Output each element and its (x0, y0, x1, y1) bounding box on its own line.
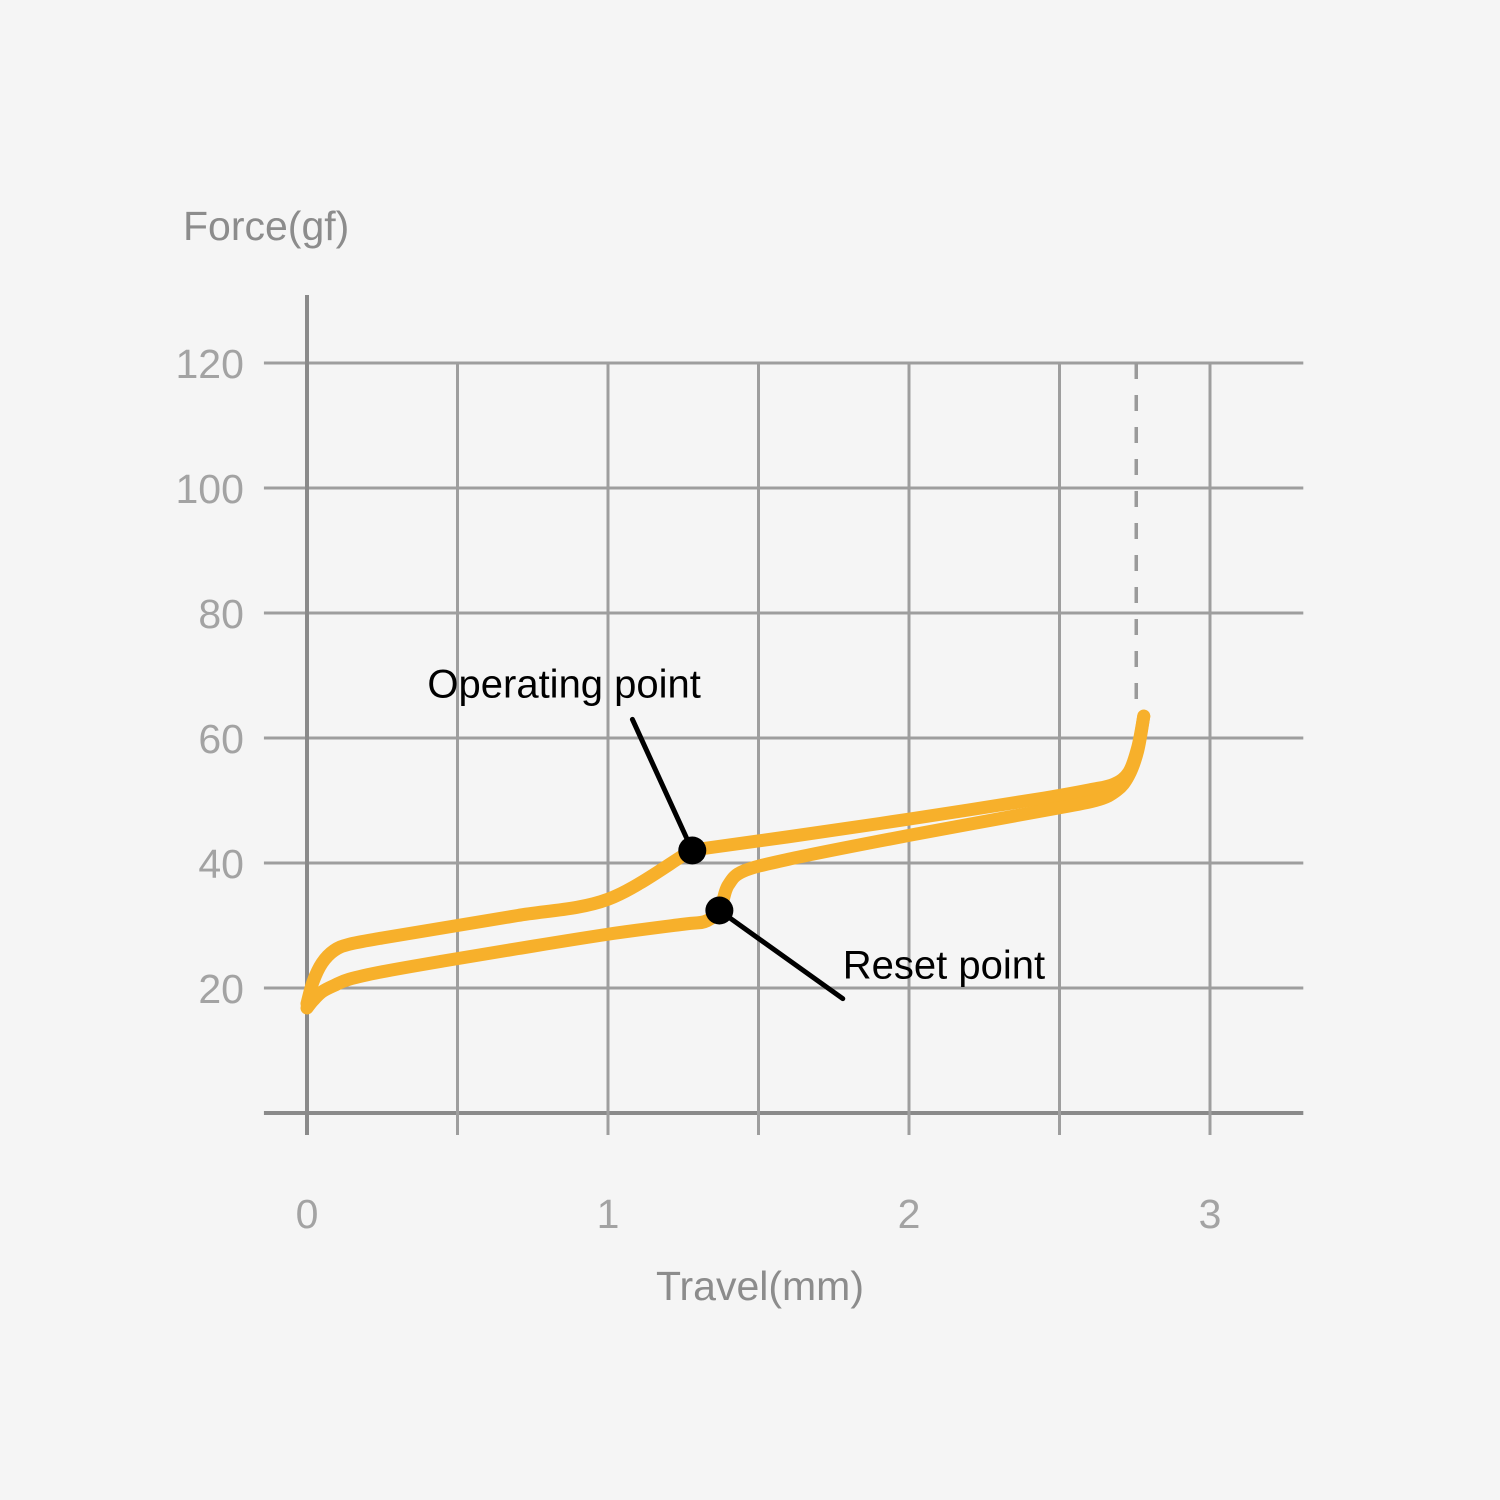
tick-labels: 20 40 60 80 100 120 0 1 2 3 (176, 341, 1222, 1237)
operating-point-leader-line (629, 716, 689, 841)
x-tick-label-2: 2 (898, 1191, 921, 1237)
y-axis-title: Force(gf) (183, 203, 349, 249)
reset-point-label: Reset point (843, 944, 1045, 988)
operating-point-label: Operating point (427, 662, 701, 706)
y-tick-label-60: 60 (198, 716, 244, 762)
grid-layer (263, 361, 1304, 1135)
x-tick-label-3: 3 (1199, 1191, 1222, 1237)
x-tick-label-0: 0 (296, 1191, 319, 1237)
x-tick-label-1: 1 (597, 1191, 620, 1237)
y-tick-label-100: 100 (176, 466, 244, 512)
operating-point-marker[interactable] (678, 836, 707, 865)
reset-point-marker[interactable] (705, 896, 734, 925)
y-tick-label-80: 80 (198, 591, 244, 637)
y-tick-label-40: 40 (198, 841, 244, 887)
reset-point-leader-line (728, 916, 846, 1002)
y-tick-label-20: 20 (198, 966, 244, 1012)
annotation-layer: Operating point Reset point (427, 662, 1045, 1002)
x-axis-title: Travel(mm) (656, 1263, 864, 1309)
y-tick-label-120: 120 (176, 341, 244, 387)
